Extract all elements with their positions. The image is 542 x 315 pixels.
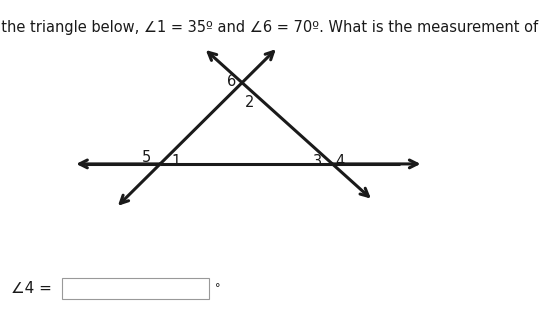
Text: 1: 1 — [171, 153, 180, 169]
Text: 6: 6 — [227, 74, 236, 89]
Text: In the triangle below, ∠1 = 35º and ∠6 = 70º. What is the measurement of ∠4?: In the triangle below, ∠1 = 35º and ∠6 =… — [0, 20, 542, 35]
Text: 3: 3 — [313, 153, 322, 169]
Text: °: ° — [215, 283, 221, 293]
Text: 2: 2 — [244, 94, 254, 110]
FancyBboxPatch shape — [62, 278, 209, 299]
Text: ∠4 =: ∠4 = — [11, 281, 51, 296]
Text: 5: 5 — [142, 150, 151, 165]
Text: 4: 4 — [335, 153, 345, 169]
